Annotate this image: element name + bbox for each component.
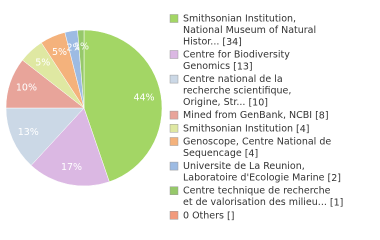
- legend-swatch: [169, 74, 179, 84]
- legend-label: Mined from GenBank, NCBI [8]: [183, 110, 329, 121]
- legend-count: []: [227, 210, 234, 221]
- legend-label: recherche scientifique,: [183, 86, 291, 97]
- slice-label: 5%: [35, 58, 50, 69]
- legend-label: Genomics [13]: [183, 61, 253, 72]
- slice-label: 10%: [16, 83, 37, 94]
- pie-slice: [5, 107, 85, 166]
- pie-slice: [30, 107, 110, 187]
- legend-label: Laboratoire d'Ecologie Marine [2]: [183, 173, 341, 184]
- legend-label: Universite de La Reunion,: [183, 161, 305, 172]
- slice-label: 2%: [66, 42, 81, 53]
- legend-label: Smithsonian Institution,: [183, 14, 296, 25]
- slice-label: 17%: [61, 162, 82, 173]
- legend-count: [10]: [248, 97, 268, 108]
- legend-count: [8]: [315, 110, 328, 121]
- legend-count: [13]: [233, 61, 253, 72]
- pie-slice: [77, 29, 85, 109]
- slice-label: 13%: [18, 127, 39, 138]
- legend-swatch: [169, 14, 179, 23]
- legend-swatch: [169, 211, 179, 220]
- slice-label: 1%: [74, 42, 89, 53]
- legend-swatch: [169, 137, 179, 146]
- legend-count: [4]: [296, 123, 309, 134]
- legend-label: Smithsonian Institution [4]: [183, 123, 310, 134]
- legend-label: Centre technique de recherche: [183, 186, 331, 197]
- legend-label: Genoscope, Centre National de: [183, 137, 331, 148]
- legend-label: 0 Others[]: [183, 210, 234, 221]
- slice-label: 44%: [133, 92, 154, 103]
- legend-count: [4]: [245, 148, 258, 159]
- legend-swatch: [169, 161, 179, 171]
- pie-slice: [83, 29, 163, 183]
- legend-count: [34]: [222, 36, 242, 47]
- legend-count: [2]: [328, 173, 341, 184]
- legend-label: National Museum of Natural: [183, 25, 316, 36]
- legend-count: [1]: [330, 197, 343, 208]
- legend-swatch: [169, 124, 179, 133]
- slice-label: 5%: [52, 47, 67, 58]
- legend-swatch: [169, 110, 179, 120]
- legend-label: et de valorisation des milieu... [1]: [183, 197, 343, 208]
- legend-label: Origine, Str... [10]: [183, 97, 268, 108]
- legend-label: Sequencage [4]: [183, 148, 258, 159]
- legend-swatch: [169, 50, 179, 59]
- legend-label: Histor... [34]: [183, 36, 242, 47]
- legend-label: Centre national de la: [183, 74, 283, 85]
- legend-swatch: [169, 186, 179, 195]
- legend-label: Centre for Biodiversity: [183, 50, 290, 61]
